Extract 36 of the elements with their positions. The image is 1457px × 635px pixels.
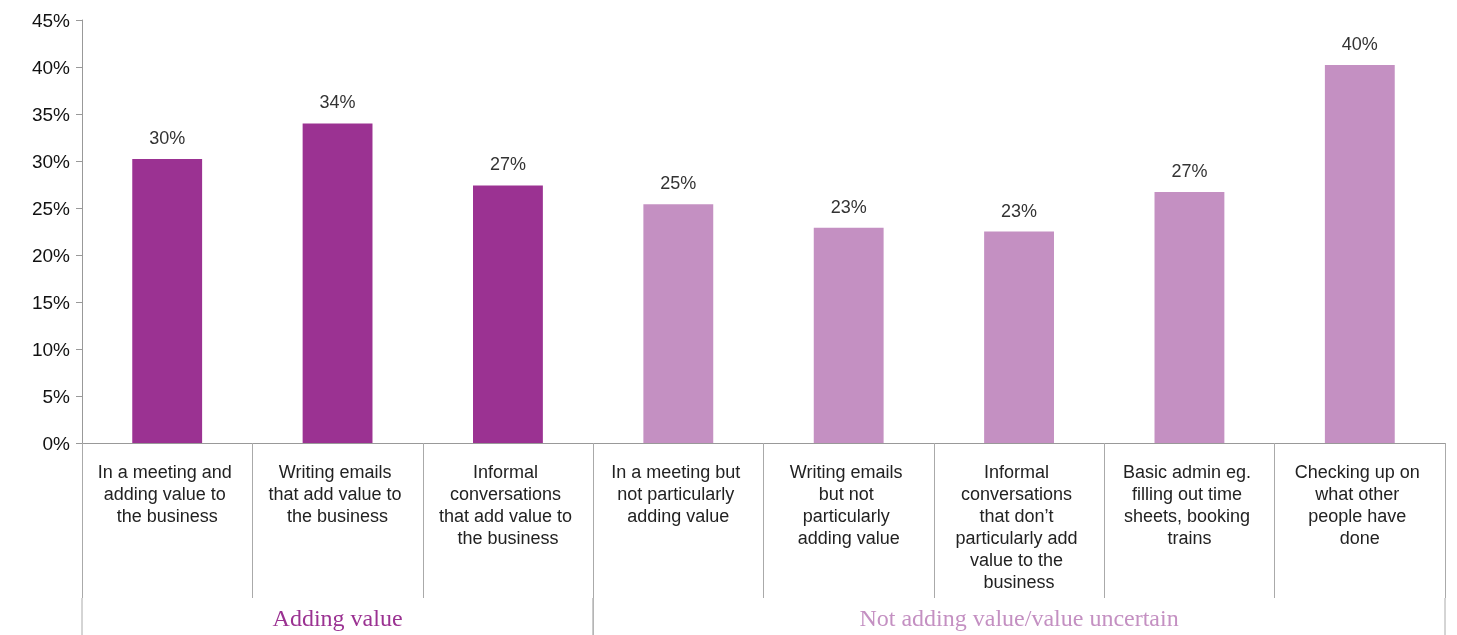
text: Not adding value/value uncertain: [859, 605, 1179, 631]
x-tick-label: Basic admin eg. filling out time sheets, booking trains: [1122, 462, 1256, 548]
data-label: 23%: [830, 196, 867, 217]
y-tick-label: 0%: [42, 432, 71, 454]
x-tick-label: In a meeting and adding value to the business: [97, 462, 237, 526]
data-label: 27%: [489, 154, 526, 175]
data-label: 34%: [319, 92, 356, 113]
y-tick-label: 15%: [31, 291, 71, 313]
bar: [643, 204, 714, 443]
y-tick-label: 35%: [31, 103, 71, 125]
data-label: 40%: [1341, 34, 1378, 55]
y-tick-label: 20%: [31, 244, 71, 266]
y-tick-label: 45%: [31, 9, 71, 31]
bar: [813, 227, 884, 443]
y-tick-label: 40%: [31, 56, 71, 78]
text: Adding value: [272, 605, 403, 631]
data-label: 25%: [660, 173, 697, 194]
bar: [473, 185, 543, 443]
y-tick-label: 10%: [31, 338, 71, 360]
bar: [132, 159, 203, 443]
x-tick-label: Informal conversations that don’t particularly add value to the business: [955, 462, 1083, 592]
x-tick-label: Checking up on what other people have done: [1294, 462, 1425, 548]
x-tick-label: In a meeting but not particularly adding value: [611, 462, 746, 526]
bar: [984, 231, 1054, 443]
x-tick-label: Writing emails that add value to the business: [268, 462, 407, 526]
bar: [1154, 192, 1225, 443]
bar: [302, 123, 373, 443]
bar: [1324, 65, 1395, 443]
data-label: 23%: [1001, 200, 1038, 221]
data-label: 27%: [1171, 161, 1208, 182]
x-tick-label: Informal conversations that add value to the business: [438, 462, 577, 548]
y-tick-label: 25%: [31, 197, 71, 219]
data-label: 30%: [149, 128, 186, 149]
x-tick-label: Writing emails but not particularly adding value: [789, 462, 908, 548]
y-tick-label: 5%: [42, 385, 71, 407]
y-tick-label: 30%: [31, 150, 71, 172]
